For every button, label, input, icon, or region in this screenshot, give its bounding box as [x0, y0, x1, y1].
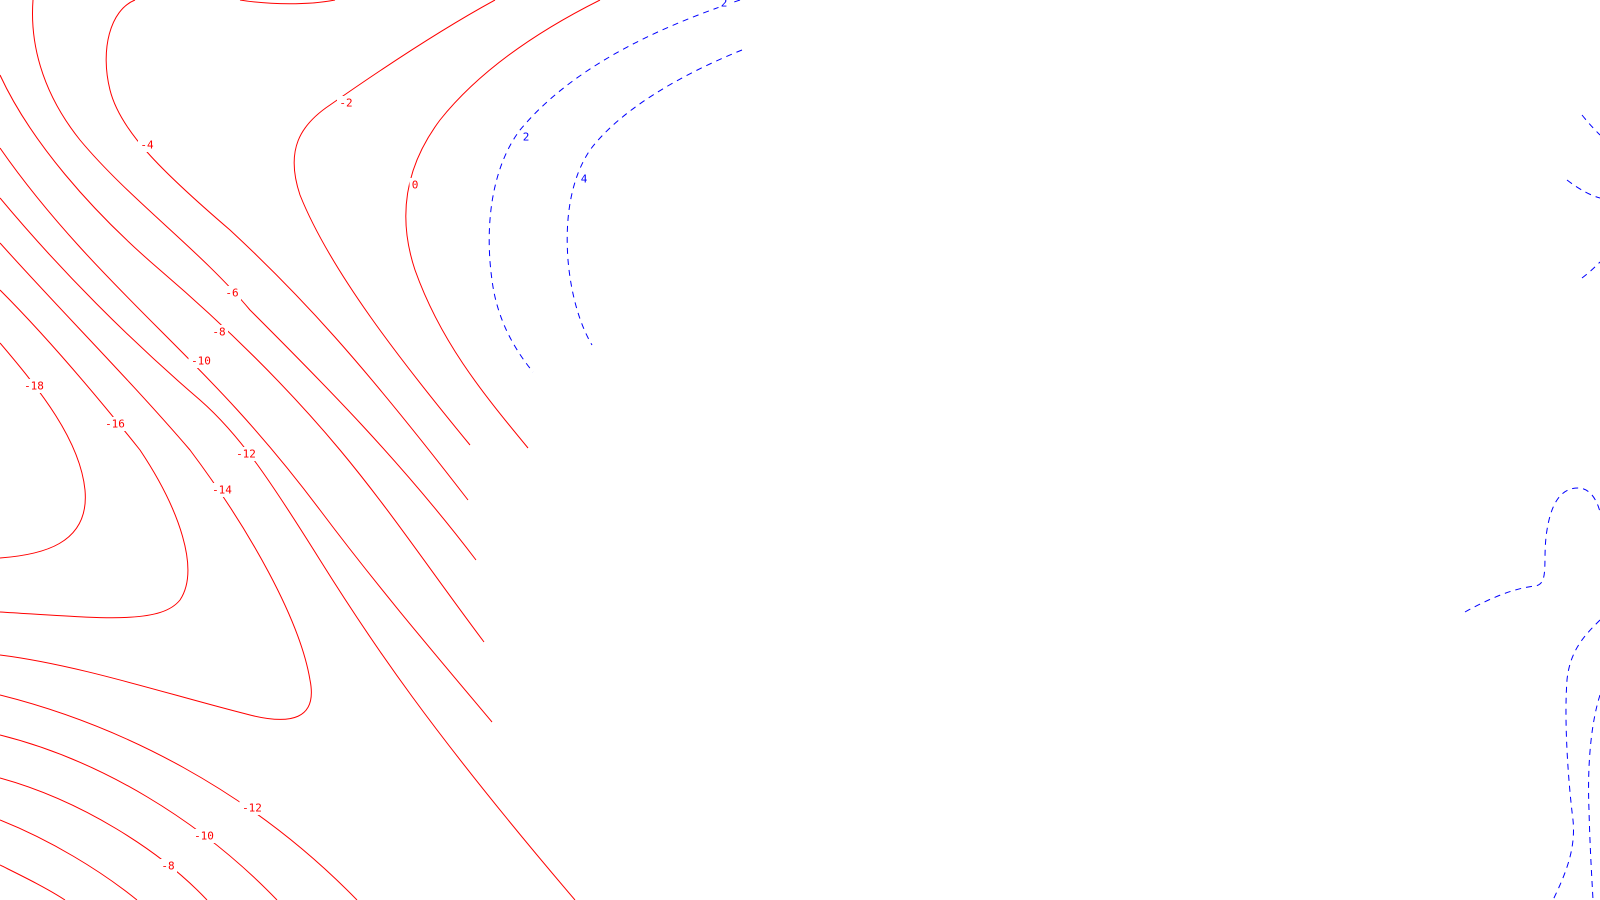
contour-line-m2: [293, 0, 496, 446]
contour-label: 2: [721, 0, 728, 10]
contour-line-m6-lower: [0, 819, 138, 900]
contour-line-m10: [0, 147, 493, 723]
contour-label: -8: [212, 326, 225, 339]
contour-label: -12: [236, 448, 256, 461]
contour-label-bg: [233, 447, 259, 461]
contour-labels: -2 -4 0 2 2 4 -6 -8 -10 -18 -16 -12 -14 -12 -10 -8: [21, 0, 730, 873]
contour-label-bg: [239, 801, 265, 815]
contour-label: 2: [523, 131, 530, 144]
contour-line-m4: [105, 0, 469, 501]
contour-label-bg: [520, 130, 532, 144]
contour-label-bg: [191, 829, 217, 843]
contour-line-m14: [0, 242, 312, 720]
contour-label: -4: [140, 139, 154, 152]
contour-label: -10: [194, 830, 214, 843]
contour-line-0: [405, 0, 601, 449]
contour-line-right-mid: [1464, 487, 1600, 613]
contour-line-m8: [0, 74, 485, 643]
contour-label-bg: [159, 859, 177, 873]
contour-line-m12-lower: [0, 694, 358, 900]
contour-label: -12: [242, 802, 262, 815]
contour-label-bg: [209, 483, 235, 497]
contour-label-bg: [409, 178, 421, 192]
contour-line-m4-top: [239, 0, 336, 5]
contour-label-bg: [102, 417, 128, 431]
contour-label: -8: [161, 860, 174, 873]
contour-line-right-low-b: [1588, 694, 1600, 900]
contour-label-bg: [188, 354, 214, 368]
contour-label-bg: [718, 0, 730, 10]
contour-label-bg: [21, 379, 47, 393]
contour-label: 0: [412, 179, 419, 192]
contour-label-bg: [337, 96, 355, 110]
contour-line-m16: [0, 289, 189, 619]
contour-label-bg: [578, 172, 590, 186]
contour-label: -6: [225, 287, 238, 300]
contour-label: 4: [581, 173, 588, 186]
contour-label-bg: [138, 138, 156, 152]
contour-line-m12: [0, 197, 576, 900]
contour-label: -18: [24, 380, 44, 393]
contour-label-bg: [210, 325, 228, 339]
contour-label: -16: [105, 418, 125, 431]
contour-label: -2: [339, 97, 352, 110]
contour-line-2: [488, 0, 741, 373]
contour-line-right-top-a: [1581, 114, 1600, 136]
contour-line-right-top-b: [1566, 179, 1600, 199]
contour-line-m4-lower: [0, 864, 66, 900]
negative-contours: [0, 0, 601, 900]
contour-line-right-top-c: [1581, 261, 1600, 279]
positive-contours: [488, 0, 1600, 900]
contour-label-bg: [223, 286, 241, 300]
contour-line-m10-lower: [0, 734, 278, 900]
contour-line-4: [566, 49, 743, 346]
contour-line-m8-lower: [0, 777, 208, 900]
contour-line-m18: [0, 342, 86, 559]
contour-label: -10: [191, 355, 211, 368]
contour-label: -14: [212, 484, 232, 497]
contour-line-m6: [32, 0, 477, 561]
contour-line-right-low-a: [1552, 619, 1600, 900]
